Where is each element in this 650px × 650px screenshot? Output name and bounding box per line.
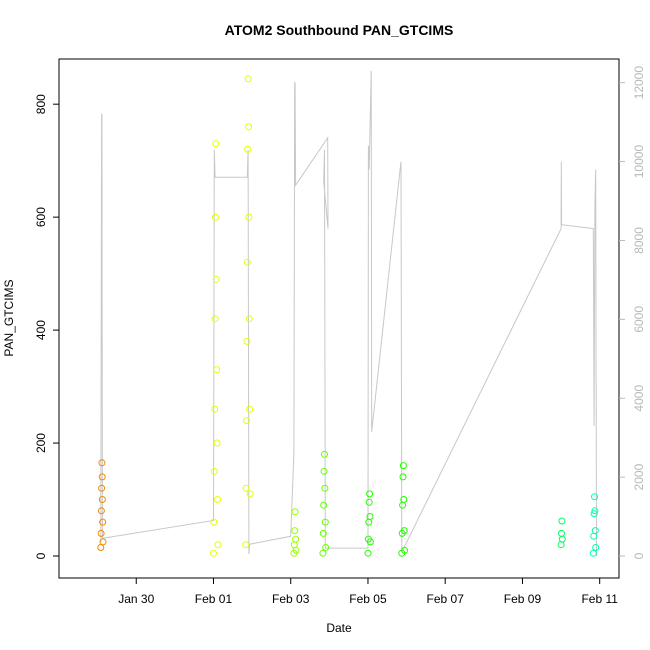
x-tick-label: Feb 07 xyxy=(427,592,465,606)
scatter-point xyxy=(320,467,328,475)
scatter-point xyxy=(592,544,600,551)
scatter-point xyxy=(320,501,328,509)
scatter-point xyxy=(291,527,299,535)
scatter-point xyxy=(558,535,566,543)
scatter-point xyxy=(244,75,252,83)
scatter-point xyxy=(366,538,374,546)
x-tick-label: Feb 09 xyxy=(504,592,542,606)
scatter-point xyxy=(213,439,221,447)
scatter-point xyxy=(212,213,219,221)
scatter-point xyxy=(99,518,107,526)
scatter-point xyxy=(212,275,220,283)
scatter-point xyxy=(97,507,105,515)
x-tick-label: Feb 03 xyxy=(272,592,310,606)
scatter-point xyxy=(97,544,105,551)
scatter-point xyxy=(242,541,250,549)
scatter-point xyxy=(322,544,330,551)
scatter-point xyxy=(558,529,565,537)
y-tick-label: 600 xyxy=(34,207,48,227)
scatter-point xyxy=(591,507,599,515)
y-tick-label: 400 xyxy=(34,320,48,340)
y2-tick-label: 0 xyxy=(632,552,646,559)
scatter-point xyxy=(98,459,106,467)
secondary-line-layer xyxy=(100,70,597,557)
scatter-point xyxy=(210,518,218,526)
scatter-point xyxy=(292,535,300,543)
x-axis-label: Date xyxy=(326,621,352,635)
scatter-point xyxy=(243,258,251,266)
scatter-point xyxy=(243,337,251,345)
scatter-point xyxy=(243,417,250,424)
scatter-point xyxy=(245,315,253,323)
y-tick-label: 0 xyxy=(34,552,48,559)
scatter-point xyxy=(590,510,598,518)
chart-title: ATOM2 Southbound PAN_GTCIMS xyxy=(225,22,454,38)
scatter-point xyxy=(245,123,252,131)
x-tick-label: Feb 05 xyxy=(349,592,387,606)
scatter-point xyxy=(98,484,106,492)
scatter-point xyxy=(290,541,298,549)
scatter-point xyxy=(211,405,219,413)
y-tick-label: 800 xyxy=(34,94,48,114)
axes-layer: Jan 30 Feb 01 Feb 03 Feb 05 Feb 07 Feb 09 Feb … xyxy=(34,66,646,606)
scatter-point xyxy=(244,145,252,153)
scatter-point xyxy=(321,450,328,458)
scatter-point xyxy=(98,473,106,481)
scatter-point xyxy=(245,213,253,221)
scatter-point xyxy=(292,546,300,554)
scatter-point xyxy=(97,529,105,537)
scatter-point xyxy=(214,496,221,503)
scatter-point xyxy=(98,496,106,503)
scatter-point xyxy=(591,527,599,535)
scatter-point xyxy=(400,527,408,535)
scatter-point xyxy=(591,493,598,501)
scatter-point xyxy=(319,529,327,537)
y2-tick-label: 4000 xyxy=(632,385,646,412)
scatter-point xyxy=(246,490,254,498)
scatter-point xyxy=(590,532,598,540)
scatter-point xyxy=(400,496,408,503)
scatter-point xyxy=(246,405,254,413)
y2-tick-label: 2000 xyxy=(632,463,646,490)
scatter-point xyxy=(213,366,221,374)
scatter-point xyxy=(321,518,329,526)
plot-frame xyxy=(58,58,620,579)
scatter-point xyxy=(365,518,373,526)
scatter-point xyxy=(366,513,374,520)
scatter-point xyxy=(291,508,299,516)
scatter-point xyxy=(214,541,222,549)
scatter-point xyxy=(210,467,218,475)
y2-tick-label: 10000 xyxy=(632,145,646,179)
scatter-point xyxy=(399,462,407,470)
y2-tick-label: 6000 xyxy=(632,306,646,333)
scatter-point xyxy=(321,484,329,492)
scatter-point xyxy=(399,473,407,481)
x-tick-label: Feb 01 xyxy=(195,592,233,606)
points-layer xyxy=(97,75,600,557)
scatter-point xyxy=(589,549,597,557)
scatter-point xyxy=(99,538,107,546)
plot-area xyxy=(58,58,620,579)
scatter-point xyxy=(401,546,409,554)
secondary-series-line xyxy=(100,70,597,557)
scatter-point xyxy=(558,517,566,525)
scatter-point xyxy=(212,140,220,148)
y2-tick-label: 8000 xyxy=(632,227,646,254)
scatter-point xyxy=(210,549,217,557)
scatter-point xyxy=(365,498,373,506)
y2-tick-label: 12000 xyxy=(632,66,646,100)
scatter-point xyxy=(399,501,407,509)
scatter-point xyxy=(364,549,372,557)
y-tick-label: 200 xyxy=(34,433,48,453)
x-tick-label: Feb 11 xyxy=(581,592,618,606)
scatter-point xyxy=(319,549,327,557)
x-tick-label: Jan 30 xyxy=(118,592,154,606)
scatter-point xyxy=(211,315,219,323)
scatter-point xyxy=(366,490,374,498)
scatter-point xyxy=(557,541,565,549)
scatter-point xyxy=(242,484,250,492)
y-axis-label: PAN_GTCIMS xyxy=(2,279,16,356)
